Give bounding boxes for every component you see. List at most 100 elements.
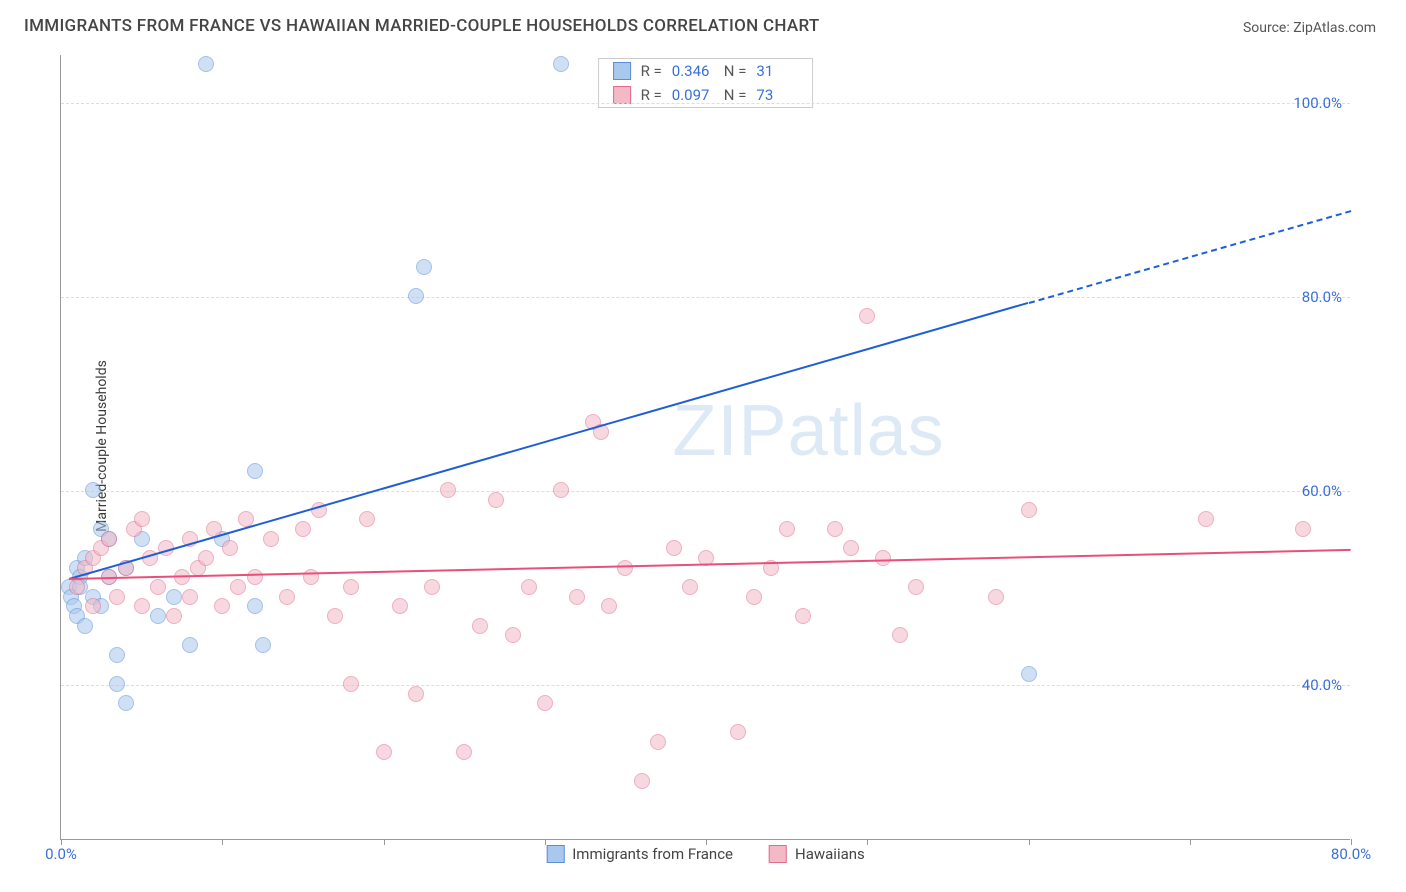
data-point <box>682 579 698 595</box>
data-point <box>118 695 134 711</box>
data-point <box>359 511 375 527</box>
data-point <box>892 627 908 643</box>
data-point <box>601 598 617 614</box>
data-point <box>247 569 263 585</box>
data-point <box>255 637 271 653</box>
data-point <box>416 259 432 275</box>
data-point <box>109 589 125 605</box>
x-tick <box>706 839 707 845</box>
data-point <box>376 744 392 760</box>
data-point <box>214 598 230 614</box>
legend-item: Hawaiians <box>769 845 865 863</box>
legend-stat-row: R =0.346N =31 <box>599 59 813 83</box>
data-point <box>553 482 569 498</box>
source-value: ZipAtlas.com <box>1293 20 1376 36</box>
data-point <box>505 627 521 643</box>
legend-swatch <box>769 845 787 863</box>
x-tick <box>1029 839 1030 845</box>
data-point <box>553 56 569 72</box>
data-point <box>263 531 279 547</box>
data-point <box>634 773 650 789</box>
data-point <box>795 608 811 624</box>
data-point <box>730 724 746 740</box>
source-attribution: Source: ZipAtlas.com <box>1243 20 1376 36</box>
data-point <box>1198 511 1214 527</box>
n-value: 31 <box>756 62 798 80</box>
x-tick <box>384 839 385 845</box>
data-point <box>247 463 263 479</box>
gridline <box>61 103 1350 104</box>
data-point <box>1021 666 1037 682</box>
y-tick-label: 60.0% <box>1302 482 1342 500</box>
data-point <box>424 579 440 595</box>
data-point <box>472 618 488 634</box>
data-point <box>198 56 214 72</box>
data-point <box>666 540 682 556</box>
data-point <box>746 589 762 605</box>
r-value: 0.097 <box>672 86 714 104</box>
n-value: 73 <box>756 86 798 104</box>
data-point <box>537 695 553 711</box>
data-point <box>908 579 924 595</box>
r-label: R = <box>641 62 662 80</box>
series-legend: Immigrants from France Hawaiians <box>546 845 865 863</box>
x-tick-label: 0.0% <box>45 845 77 863</box>
chart-title: IMMIGRANTS FROM FRANCE VS HAWAIIAN MARRI… <box>24 16 820 36</box>
legend-swatch <box>613 86 631 104</box>
data-point <box>617 560 633 576</box>
data-point <box>859 308 875 324</box>
y-tick-label: 40.0% <box>1302 676 1342 694</box>
watermark-left: ZIP <box>673 391 788 471</box>
data-point <box>69 579 85 595</box>
data-point <box>488 492 504 508</box>
data-point <box>230 579 246 595</box>
data-point <box>1021 502 1037 518</box>
gridline <box>61 685 1350 686</box>
source-label: Source: <box>1243 20 1290 36</box>
data-point <box>327 608 343 624</box>
legend-swatch <box>613 62 631 80</box>
x-tick <box>867 839 868 845</box>
correlation-chart: IMMIGRANTS FROM FRANCE VS HAWAIIAN MARRI… <box>0 0 1406 892</box>
data-point <box>392 598 408 614</box>
data-point <box>569 589 585 605</box>
legend-label: Hawaiians <box>795 845 865 863</box>
data-point <box>521 579 537 595</box>
data-point <box>85 482 101 498</box>
data-point <box>182 589 198 605</box>
data-point <box>440 482 456 498</box>
data-point <box>166 589 182 605</box>
x-tick-label: 80.0% <box>1331 845 1371 863</box>
data-point <box>827 521 843 537</box>
plot-area: ZIPatlas R =0.346N =31R =0.097N =73 Immi… <box>60 55 1350 840</box>
watermark-right: atlas <box>788 391 945 471</box>
data-point <box>988 589 1004 605</box>
data-point <box>279 589 295 605</box>
trend-line <box>69 302 1029 580</box>
x-tick <box>545 839 546 845</box>
data-point <box>101 531 117 547</box>
data-point <box>247 598 263 614</box>
x-tick <box>1190 839 1191 845</box>
x-tick <box>222 839 223 845</box>
data-point <box>343 579 359 595</box>
data-point <box>134 511 150 527</box>
data-point <box>109 676 125 692</box>
data-point <box>134 598 150 614</box>
data-point <box>843 540 859 556</box>
data-point <box>222 540 238 556</box>
y-tick-label: 80.0% <box>1302 288 1342 306</box>
y-tick-label: 100.0% <box>1293 94 1342 112</box>
data-point <box>456 744 472 760</box>
legend-item: Immigrants from France <box>546 845 733 863</box>
data-point <box>343 676 359 692</box>
data-point <box>408 686 424 702</box>
data-point <box>85 598 101 614</box>
watermark: ZIPatlas <box>673 390 945 472</box>
n-label: N = <box>724 62 747 80</box>
r-label: R = <box>641 86 662 104</box>
data-point <box>77 618 93 634</box>
legend-label: Immigrants from France <box>572 845 733 863</box>
gridline <box>61 491 1350 492</box>
data-point <box>182 637 198 653</box>
